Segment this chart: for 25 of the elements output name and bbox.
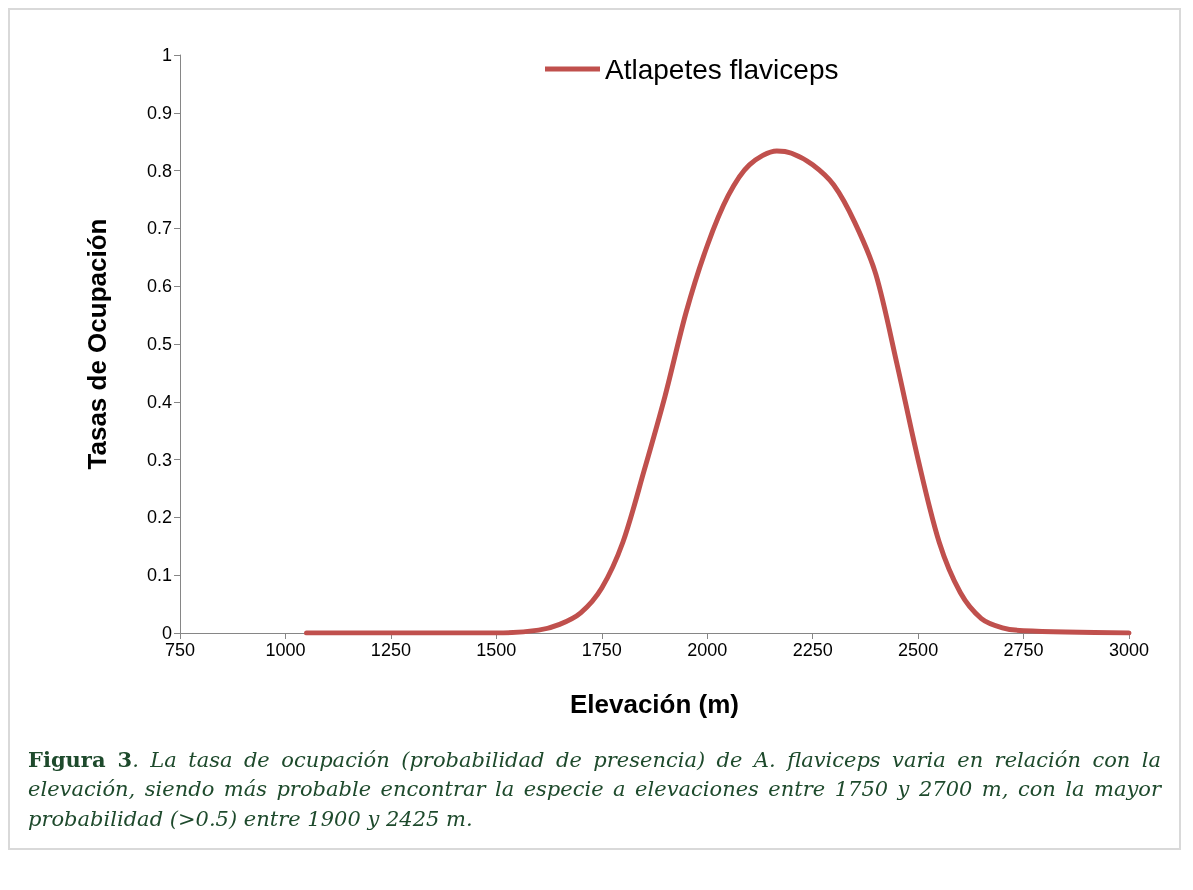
x-tick-label: 1250 xyxy=(370,640,411,660)
x-tick-label: 2500 xyxy=(898,640,939,660)
y-tick-label: 0.8 xyxy=(146,160,172,181)
y-tick-label: 0.1 xyxy=(146,565,172,586)
y-axis-title: Tasas de Ocupación xyxy=(82,218,112,470)
y-tick-label: 0.5 xyxy=(146,334,172,354)
y-tick-label: 0.4 xyxy=(146,391,172,412)
y-tick-label: 0.6 xyxy=(146,276,172,297)
x-tick-label: 1500 xyxy=(476,640,517,660)
x-tick-label: 2000 xyxy=(687,640,728,660)
text: Figura 3. La tasa de ocupación (probabilidad de presencia) de A. flaviceps varia en relación con la elevación, siendo más probable encontrar la especie a elevaciones entre 1750 y 2700 m, con la mayor probabilidad (>0.5) entre 1900 y 2425 m. xyxy=(28,747,1161,831)
x-axis-title: Elevación (m) xyxy=(569,689,740,719)
x-tick-label: 2750 xyxy=(1003,640,1044,660)
legend-label: Atlapetes flaviceps xyxy=(605,53,839,85)
x-tick-label: 1000 xyxy=(265,640,306,660)
y-tick-label: 0.9 xyxy=(146,102,172,123)
y-tick-label: 0 xyxy=(161,623,172,643)
y-tick-label: 0.7 xyxy=(146,218,172,239)
x-tick-label: 1750 xyxy=(581,640,622,660)
y-tick-label: 0.2 xyxy=(146,507,172,528)
x-tick-label: 2250 xyxy=(792,640,833,660)
y-tick-label: 1 xyxy=(161,45,172,65)
x-tick-label: 750 xyxy=(164,640,196,660)
x-tick-label: 3000 xyxy=(1108,640,1150,660)
y-tick-label: 0.3 xyxy=(146,449,172,470)
